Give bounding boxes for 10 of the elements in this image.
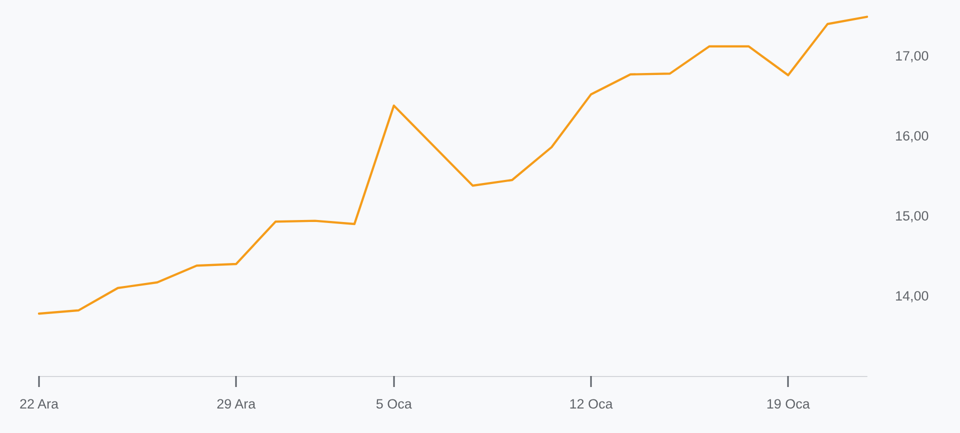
y-tick-label: 15,00: [895, 208, 929, 224]
x-tick-label: 19 Oca: [766, 396, 810, 412]
y-tick-label: 17,00: [895, 48, 929, 64]
x-tick-label: 5 Oca: [376, 396, 412, 412]
x-tick-label: 22 Ara: [19, 396, 60, 412]
y-tick-label: 16,00: [895, 128, 929, 144]
x-tick-label: 29 Ara: [216, 396, 256, 412]
y-tick-label: 14,00: [895, 288, 929, 304]
x-tick-label: 12 Oca: [569, 396, 614, 412]
line-series: [38, 16, 868, 315]
